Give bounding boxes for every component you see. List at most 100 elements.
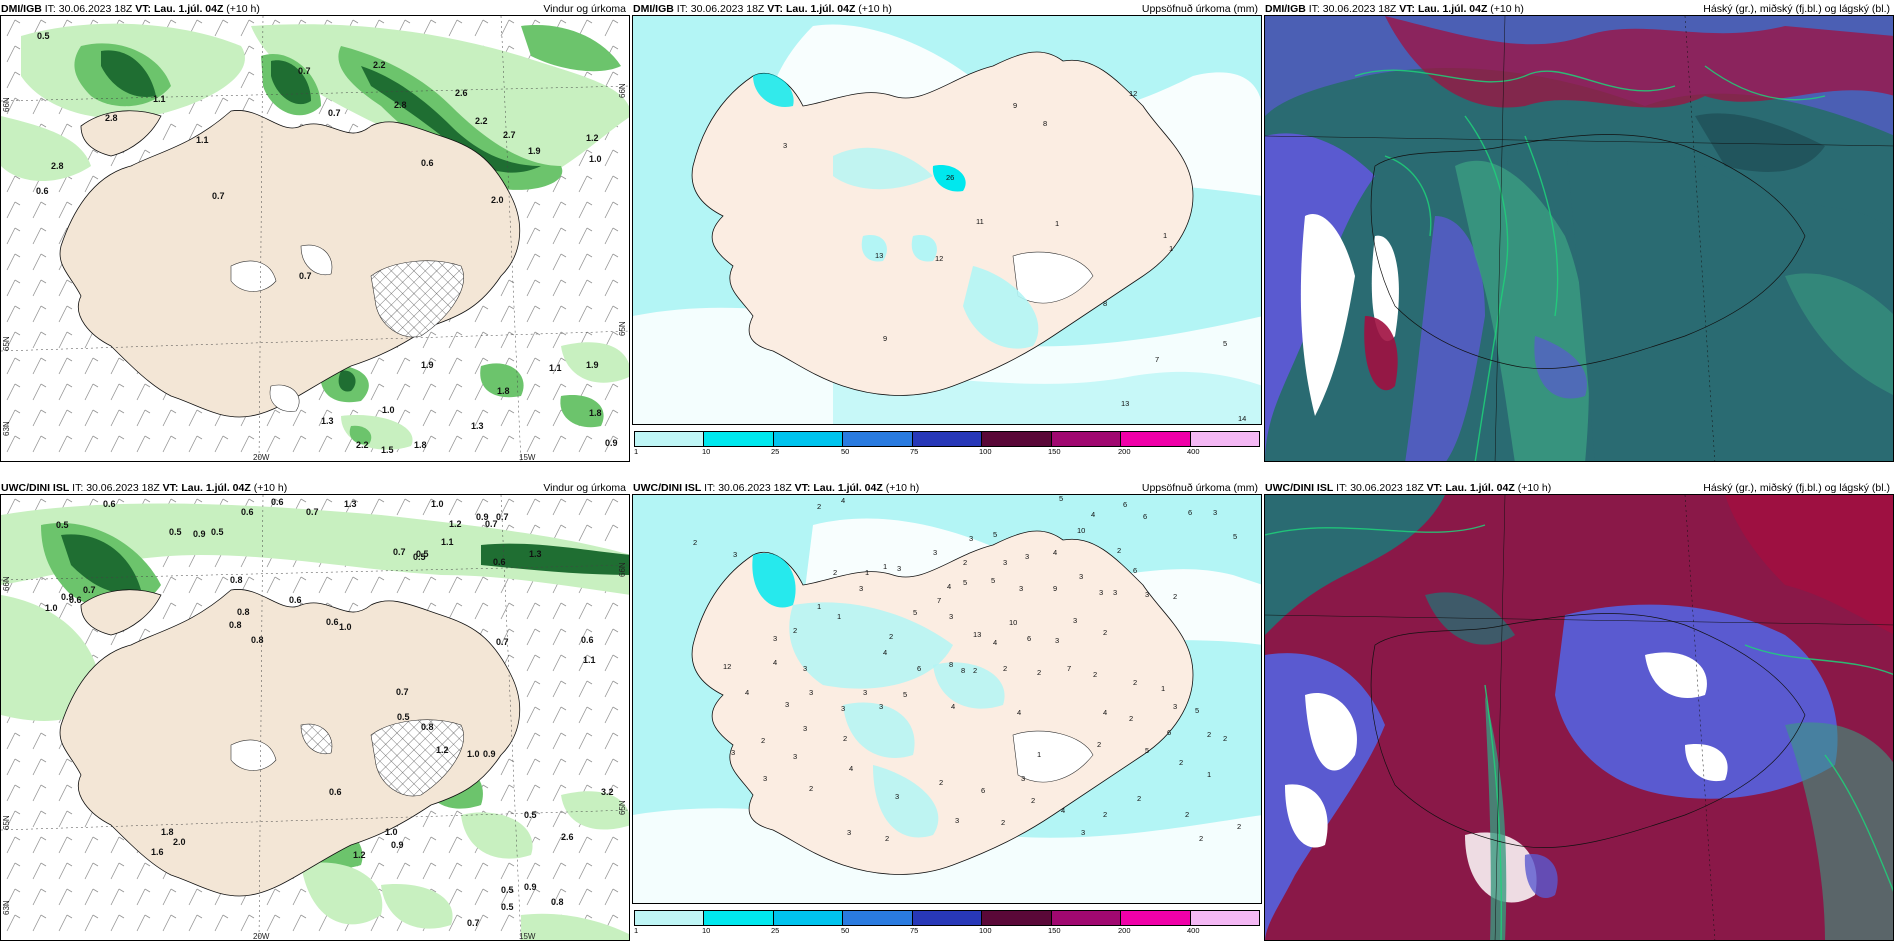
colorbar-label: 150 xyxy=(1048,447,1061,456)
map-wind-precip[interactable]: 0.5 2.8 1.1 0.7 2.2 2.6 2.8 2.2 2.7 1.9 … xyxy=(0,15,630,462)
precip-value: 1.9 xyxy=(421,360,434,370)
precip-value: 0.5 xyxy=(501,885,514,895)
precip-value: 0.5 xyxy=(169,527,182,537)
colorbar-swatch xyxy=(843,432,913,446)
precip-value: 1.1 xyxy=(441,537,454,547)
panel-meta: DMI/IGB IT: 30.06.2023 18Z VT: Lau. 1.jú… xyxy=(1,0,260,18)
precip-value: 1 xyxy=(1037,750,1041,759)
colorbar-swatch xyxy=(1051,432,1122,446)
colorbar-swatch xyxy=(635,432,705,446)
precip-value: 13 xyxy=(875,251,883,260)
svg-text:65N: 65N xyxy=(2,815,11,830)
precip-value: 1.9 xyxy=(528,146,541,156)
map-clouds[interactable] xyxy=(1264,494,1894,941)
precip-value: 2.8 xyxy=(105,113,118,123)
precip-value: 0.6 xyxy=(289,595,302,605)
precip-value: 7 xyxy=(1155,355,1159,364)
model-source: UWC/DINI ISL xyxy=(1265,482,1334,494)
precip-value: 2 xyxy=(1037,668,1041,677)
precip-value: 0.5 xyxy=(56,520,69,530)
valid-time: Lau. 1.júl. 04Z xyxy=(153,3,224,15)
colorbar-swatch xyxy=(1190,911,1259,925)
precip-value: 14 xyxy=(1238,414,1246,423)
valid-time: Lau. 1.júl. 04Z xyxy=(1417,3,1488,15)
map-clouds[interactable] xyxy=(1264,15,1894,462)
precip-field xyxy=(1,23,629,450)
precip-value: 0.8 xyxy=(230,575,243,585)
svg-text:65N: 65N xyxy=(618,800,627,815)
precip-value: 0.7 xyxy=(496,512,509,522)
iceland-landmass xyxy=(691,51,1194,396)
precip-value: 1.8 xyxy=(589,408,602,418)
precip-value: 3 xyxy=(897,564,901,573)
init-time: 30.06.2023 18Z xyxy=(690,3,765,15)
precip-value: 3 xyxy=(793,752,797,761)
model-source: DMI/IGB xyxy=(1,3,42,15)
map-accum-precip[interactable]: 9 8 12 3 26 11 1 13 12 1 9 7 5 13 14 8 1 xyxy=(632,15,1262,425)
init-time: 30.06.2023 18Z xyxy=(58,3,133,15)
precip-value: 2 xyxy=(1001,818,1005,827)
precip-value: 13 xyxy=(1121,399,1129,408)
precip-value: 2 xyxy=(939,778,943,787)
precip-value: 2 xyxy=(1103,628,1107,637)
colorbar-label: 100 xyxy=(979,447,992,456)
precip-value: 4 xyxy=(1091,510,1095,519)
precip-value: 2 xyxy=(693,538,697,547)
svg-text:15W: 15W xyxy=(519,453,536,462)
precip-value: 5 xyxy=(993,530,997,539)
map-accum-precip[interactable]: 4 2 5 4 6 6 6 10 3 5 3 4 2 3 2 2 5 3 1 3 xyxy=(632,494,1262,904)
colorbar-label: 25 xyxy=(771,926,780,935)
precip-value: 0.6 xyxy=(36,186,49,196)
panel-meta: UWC/DINI ISL IT: 30.06.2023 18Z VT: Lau.… xyxy=(633,479,919,497)
precip-value: 6 xyxy=(917,664,921,673)
precip-value: 3 xyxy=(809,688,813,697)
precip-value: 3 xyxy=(955,816,959,825)
precip-value: 3 xyxy=(847,828,851,837)
precip-value: 1.2 xyxy=(436,745,449,755)
precip-value: 1.0 xyxy=(385,827,398,837)
precip-value: 2.6 xyxy=(561,832,574,842)
precip-value: 2 xyxy=(963,558,967,567)
precip-value: 5 xyxy=(1195,706,1199,715)
precip-value: 0.8 xyxy=(251,635,264,645)
precip-value: 1.8 xyxy=(414,440,427,450)
precip-value: 1 xyxy=(1055,219,1059,228)
colorbar-swatch xyxy=(912,911,983,925)
precip-value: 2 xyxy=(1199,834,1203,843)
precip-value: 0.6 xyxy=(241,507,254,517)
precip-value: 0.6 xyxy=(103,499,116,509)
precip-value: 2 xyxy=(843,734,847,743)
precip-value: 2 xyxy=(1129,714,1133,723)
panel-uwc-wind-precip: UWC/DINI ISL IT: 30.06.2023 18Z VT: Lau.… xyxy=(0,479,630,941)
precip-value: 3 xyxy=(1003,558,1007,567)
precip-value: 3 xyxy=(785,700,789,709)
precip-value: 3 xyxy=(1073,616,1077,625)
precip-value: 1.3 xyxy=(321,416,334,426)
precip-value: 4 xyxy=(883,648,887,657)
precip-value: 2 xyxy=(1207,730,1211,739)
precip-value: 3 xyxy=(1079,572,1083,581)
precip-value: 2 xyxy=(1223,734,1227,743)
vt-prefix: VT: xyxy=(135,3,152,15)
precip-value: 4 xyxy=(951,702,955,711)
precip-value: 10 xyxy=(1009,618,1017,627)
graticule xyxy=(1,495,629,940)
lead-time: (+10 h) xyxy=(885,482,920,494)
svg-text:63N: 63N xyxy=(2,900,11,915)
lead-time: (+10 h) xyxy=(1490,3,1524,15)
iceland-landmass xyxy=(59,110,521,418)
precip-value: 0.6 xyxy=(581,635,594,645)
svg-text:63N: 63N xyxy=(2,421,11,436)
precip-value: 1 xyxy=(1169,244,1173,253)
iceland-landmass xyxy=(59,589,521,897)
precip-value: 1.1 xyxy=(549,363,562,373)
vt-prefix: VT: xyxy=(1399,3,1416,15)
precip-value: 0.7 xyxy=(83,585,96,595)
precip-value: 3 xyxy=(969,534,973,543)
precip-value: 1.0 xyxy=(382,405,395,415)
precip-value: 8 xyxy=(961,666,965,675)
precip-value: 0.6 xyxy=(493,557,506,567)
colorbar-labels: 1 10 25 50 75 100 150 200 400 xyxy=(634,447,1260,457)
map-wind-precip[interactable]: 0.6 0.5 0.6 0.6 0.7 1.3 1.0 0.9 0.9 0.7 … xyxy=(0,494,630,941)
svg-text:20W: 20W xyxy=(253,453,270,462)
